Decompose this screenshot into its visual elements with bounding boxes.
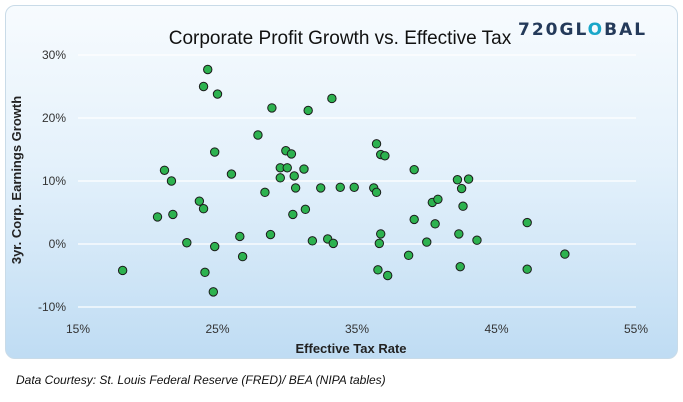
data-point	[253, 130, 263, 140]
data-point	[371, 139, 382, 149]
data-point	[267, 103, 277, 113]
y-tick-label: 20%	[42, 111, 66, 125]
data-point	[373, 265, 383, 275]
data-point	[226, 169, 237, 179]
chart-panel	[5, 5, 678, 359]
data-point	[456, 183, 467, 194]
data-point	[403, 250, 414, 261]
x-tick-label: 35%	[345, 322, 369, 336]
data-point	[286, 149, 297, 159]
logo-text-end: BAL	[604, 20, 648, 40]
data-point	[166, 176, 177, 186]
chart-title: Corporate Profit Growth vs. Effective Ta…	[169, 28, 512, 49]
data-point	[560, 249, 570, 259]
data-point	[198, 204, 209, 214]
data-point	[455, 261, 465, 272]
data-point	[299, 164, 309, 174]
data-point	[374, 238, 385, 249]
data-point	[335, 182, 345, 193]
data-point	[409, 214, 419, 225]
data-point	[303, 105, 313, 116]
y-axis-label: 3yr. Corp. Earnings Growth	[9, 96, 24, 264]
data-point	[522, 264, 532, 274]
data-point	[452, 175, 463, 185]
x-tick-label: 55%	[624, 322, 648, 336]
data-point	[300, 204, 311, 215]
data-point	[430, 219, 440, 229]
data-point	[316, 183, 326, 193]
data-point	[307, 236, 318, 246]
data-points	[117, 64, 570, 297]
data-point	[208, 287, 219, 297]
x-tick-label: 25%	[205, 322, 229, 336]
data-point	[327, 93, 337, 104]
data-point	[328, 238, 338, 249]
y-tick-label: 10%	[42, 174, 66, 188]
data-point	[409, 164, 419, 175]
data-point	[382, 270, 393, 281]
data-point	[376, 229, 386, 239]
x-axis-ticks: 15% 25% 35% 45% 55%	[66, 322, 648, 336]
brand-logo: 720GLOBAL	[518, 20, 647, 40]
data-point	[194, 196, 205, 206]
data-point	[380, 151, 390, 161]
data-point	[454, 229, 464, 239]
data-point	[182, 238, 192, 248]
data-point	[290, 183, 301, 193]
data-point	[200, 267, 210, 278]
data-point	[522, 217, 532, 228]
data-point	[463, 174, 474, 184]
data-point	[472, 235, 482, 245]
data-point	[152, 212, 163, 222]
data-point	[117, 265, 128, 276]
data-point	[203, 64, 213, 75]
data-point	[210, 147, 220, 157]
data-point	[212, 89, 223, 99]
data-point	[275, 173, 285, 183]
data-point	[260, 187, 270, 198]
x-tick-label: 15%	[66, 322, 90, 336]
y-axis-ticks: -10% 0% 10% 20% 30%	[38, 48, 66, 314]
data-point	[198, 81, 209, 92]
data-point	[265, 229, 276, 240]
x-axis-label: Effective Tax Rate	[295, 341, 406, 356]
data-point	[289, 171, 299, 181]
logo-globe-mark: O	[587, 20, 605, 40]
logo-text-start: 720GL	[518, 20, 588, 40]
data-point	[371, 187, 382, 198]
data-point	[458, 201, 468, 211]
data-source-note: Data Courtesy: St. Louis Federal Reserve…	[16, 373, 386, 387]
gridlines	[78, 54, 636, 308]
data-point	[237, 251, 248, 262]
data-point	[282, 163, 292, 173]
y-tick-label: 30%	[42, 48, 66, 62]
data-point	[210, 241, 220, 252]
data-point	[349, 182, 359, 193]
data-point	[159, 165, 170, 175]
y-tick-label: -10%	[38, 300, 66, 314]
data-point	[422, 237, 432, 247]
data-point	[235, 231, 245, 242]
data-point	[168, 209, 178, 220]
data-point	[288, 209, 298, 220]
x-tick-label: 45%	[484, 322, 508, 336]
y-tick-label: 0%	[49, 237, 67, 251]
data-point	[433, 194, 443, 204]
